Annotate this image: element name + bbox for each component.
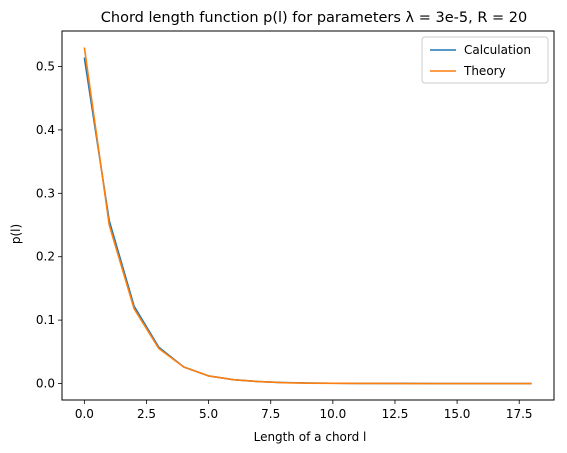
legend: Calculation Theory <box>421 36 549 84</box>
plot-frame <box>61 30 555 401</box>
series-line-calculation <box>83 57 532 385</box>
x-tick-label: 0.0 <box>75 407 94 421</box>
x-axis-label: Length of a chord l <box>254 430 367 444</box>
y-tick-label: 0.1 <box>36 313 55 327</box>
legend-label: Theory <box>463 64 506 78</box>
x-tick-label: 17.5 <box>506 407 533 421</box>
y-axis-label: p(l) <box>9 224 23 244</box>
x-tick-label: 10.0 <box>319 407 346 421</box>
x-tick-label: 7.5 <box>261 407 280 421</box>
axis-ticks: 0.0 2.5 5.0 7.5 10.0 12.5 15.0 17.5 0.0 0.1 0.2 0.3… <box>36 60 533 421</box>
x-tick-label: 12.5 <box>382 407 409 421</box>
y-tick-label: 0.4 <box>36 123 55 137</box>
series-lines <box>83 47 532 385</box>
chart-title: Chord length function p(l) for parameter… <box>101 10 527 26</box>
x-tick-label: 15.0 <box>444 407 471 421</box>
y-tick-label: 0.2 <box>36 250 55 264</box>
series-line-theory <box>83 47 532 385</box>
y-tick-label: 0.5 <box>36 60 55 74</box>
y-tick-label: 0.3 <box>36 186 55 200</box>
legend-label: Calculation <box>464 43 531 57</box>
x-tick-label: 5.0 <box>199 407 218 421</box>
y-tick-label: 0.0 <box>36 377 55 391</box>
x-tick-label: 2.5 <box>137 407 156 421</box>
